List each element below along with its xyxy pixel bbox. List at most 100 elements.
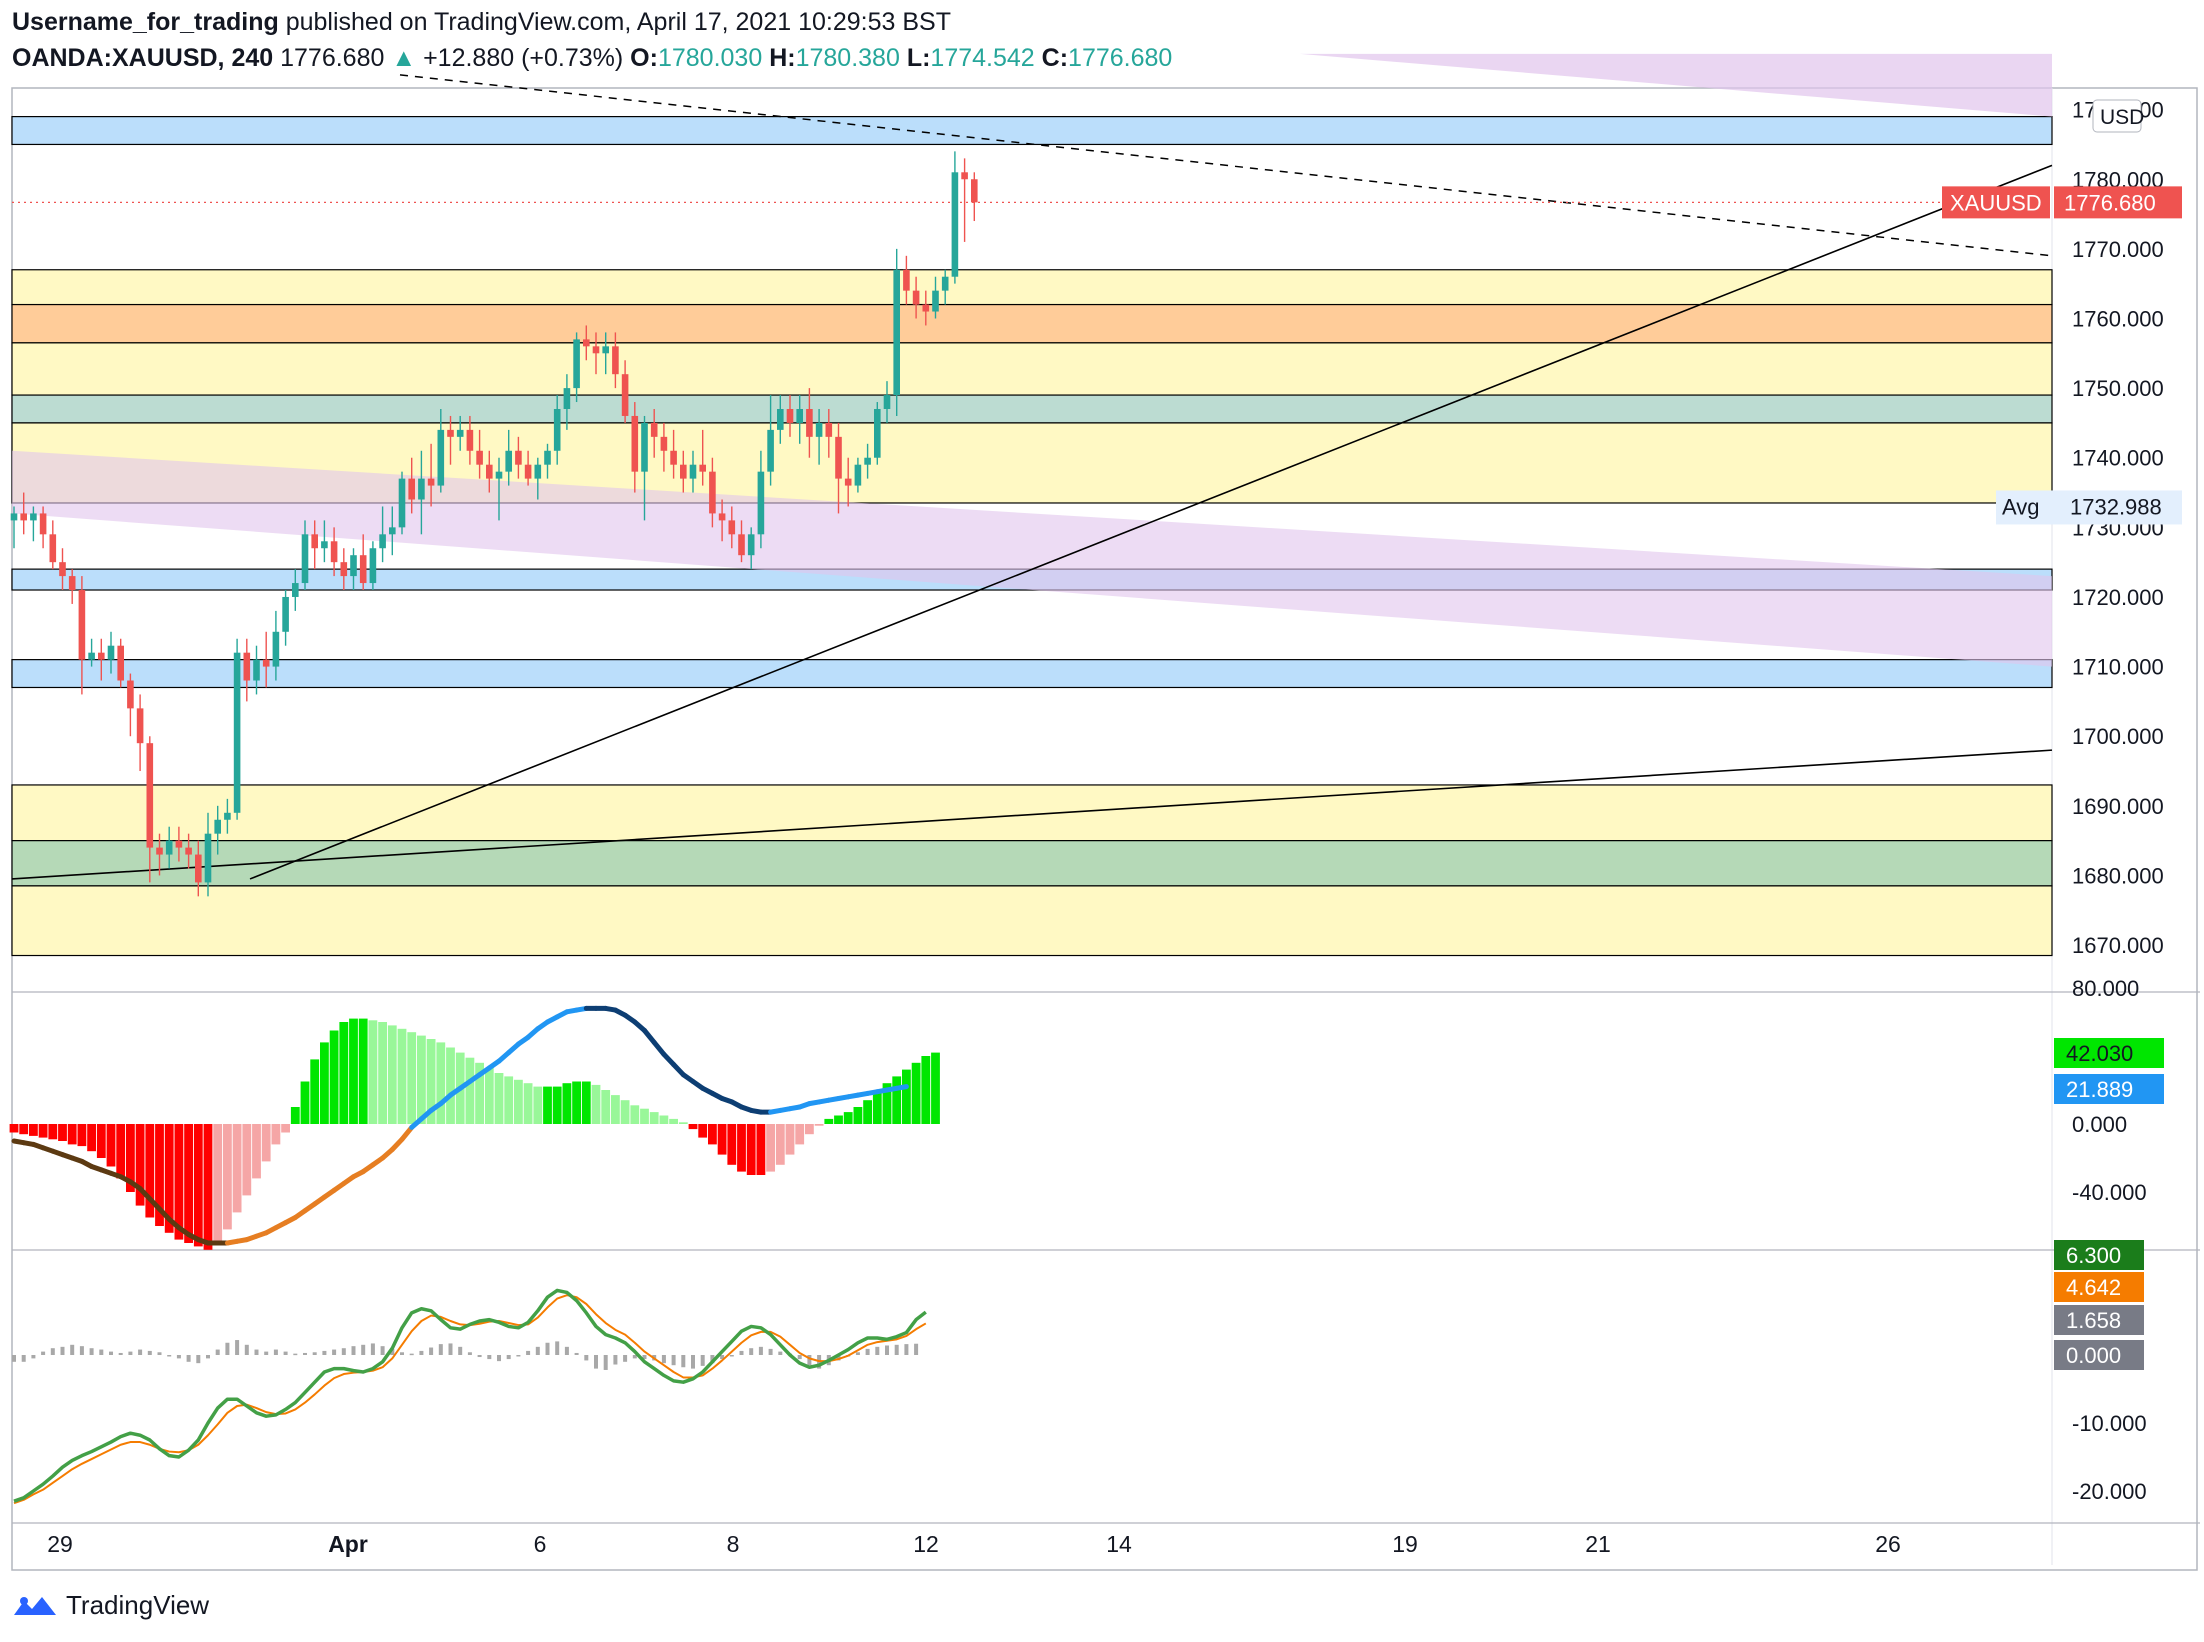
oscillator-bar (390, 1348, 395, 1355)
oscillator-bar (749, 1348, 754, 1355)
candle-body (156, 847, 163, 855)
oscillator-axis-tick: -10.000 (2072, 1411, 2147, 1436)
histogram-bar (484, 1067, 494, 1124)
candle-body (262, 659, 270, 667)
histogram-bar (329, 1030, 339, 1124)
oscillator-bar (797, 1355, 802, 1360)
oscillator-bar (603, 1355, 608, 1370)
histogram-bar (242, 1124, 252, 1196)
candle-body (68, 576, 76, 591)
oscillator-bar (409, 1353, 414, 1356)
histogram-bar (106, 1124, 116, 1167)
histogram-bar (203, 1124, 213, 1250)
d-line (13, 1294, 927, 1505)
last-price: 1776.680 (280, 44, 385, 72)
candle-body (253, 659, 260, 681)
histogram-bar (174, 1124, 184, 1240)
candle-body (641, 422, 648, 472)
candle-body (825, 422, 833, 437)
oscillator-bar (720, 1355, 725, 1360)
histogram-bar (300, 1081, 310, 1124)
time-axis-tick: Apr (328, 1531, 368, 1557)
oscillator-bar (361, 1344, 366, 1355)
histogram-bar (737, 1124, 746, 1172)
histogram-bar (659, 1115, 669, 1124)
histogram-bar (407, 1032, 417, 1124)
oscillator-bar (594, 1355, 598, 1369)
histogram-bar (795, 1124, 805, 1145)
histogram-bar (572, 1081, 581, 1124)
candle-body (127, 680, 134, 709)
price-axis-tick: 1680.000 (2072, 863, 2164, 888)
osc2-value-tag-box (2054, 1272, 2144, 1302)
histogram-bar (562, 1083, 572, 1124)
candle-body (650, 422, 658, 437)
histogram-bar (387, 1025, 397, 1124)
time-axis-tick: 26 (1875, 1531, 1901, 1557)
candle-body (20, 513, 27, 521)
candle-body (359, 555, 367, 584)
time-axis-tick: 29 (47, 1531, 73, 1557)
oscillator-bar (41, 1351, 46, 1355)
candle-body (835, 436, 842, 479)
oscillator-bar (341, 1348, 346, 1355)
oscillator-axis-tick: -40.000 (2072, 1180, 2147, 1205)
histogram-bar (853, 1107, 863, 1124)
histogram-bar (843, 1112, 853, 1124)
oscillator-bar (584, 1355, 589, 1361)
histogram-bar (29, 1124, 38, 1136)
oscillator-bar (429, 1347, 434, 1355)
histogram-bar (766, 1124, 775, 1172)
histogram-bar (494, 1073, 504, 1124)
oscillator-bar (467, 1352, 472, 1355)
oscillator-bar (875, 1346, 880, 1355)
oscillator-bar (225, 1342, 230, 1355)
candle-body (311, 534, 318, 549)
oscillator-bar (312, 1352, 317, 1355)
histogram-bar (397, 1028, 407, 1124)
oscillator-bar (419, 1350, 424, 1355)
support-resistance-zone (11, 659, 2053, 689)
support-resistance-zone (11, 885, 2053, 957)
oscillator-bar (729, 1355, 734, 1357)
histogram-bar (261, 1124, 271, 1162)
candle-body (146, 743, 154, 848)
oscillator-bar (254, 1349, 259, 1355)
histogram-bar (155, 1124, 164, 1226)
oscillator-bar (273, 1349, 278, 1355)
k-line (13, 1288, 927, 1503)
low-value: 1774.542 (930, 44, 1035, 72)
histogram-bar (339, 1022, 349, 1124)
candle-body (165, 840, 173, 855)
candle-body (951, 172, 959, 277)
oscillator-bar (700, 1355, 705, 1366)
candle-body (456, 429, 464, 437)
support-resistance-zone (11, 115, 2053, 146)
support-resistance-zone (11, 840, 2053, 887)
oscillator-bar (215, 1349, 220, 1355)
candle-body (874, 408, 881, 458)
symbol-name[interactable]: OANDA:XAUUSD, 240 (12, 44, 274, 72)
oscillator-bar (613, 1355, 618, 1365)
signal-line-segment (651, 1039, 667, 1057)
descending-channel (12, 450, 2052, 667)
brand-name[interactable]: TradingView (66, 1590, 210, 1620)
rising-trendline (249, 164, 2053, 880)
candle-body (78, 590, 86, 660)
candle-body (175, 840, 183, 848)
candle-body (224, 812, 231, 820)
publisher-name[interactable]: Username_for_trading (12, 8, 279, 36)
histogram-bar (320, 1042, 329, 1124)
candle-body (195, 854, 202, 883)
candle-body (932, 290, 939, 312)
histogram-bar (349, 1018, 358, 1124)
osc-value-tag: 42.030 (2066, 1041, 2133, 1066)
histogram-bar (310, 1059, 320, 1124)
candle-body (233, 652, 241, 813)
oscillator-bar (244, 1344, 249, 1355)
candle-body (786, 408, 794, 423)
oscillator-bar (176, 1355, 181, 1359)
histogram-bar (911, 1062, 921, 1124)
candle-body (301, 534, 309, 584)
